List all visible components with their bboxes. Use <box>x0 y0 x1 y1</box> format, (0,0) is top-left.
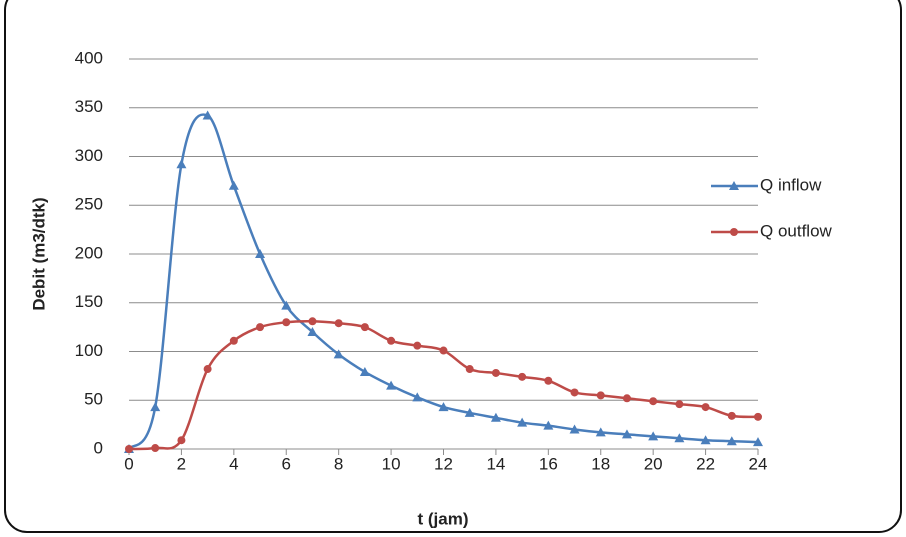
data-point <box>490 412 501 422</box>
y-tick-label: 250 <box>75 195 103 214</box>
y-tick-label: 200 <box>75 243 103 262</box>
data-point <box>203 365 212 374</box>
data-point <box>360 323 369 332</box>
x-tick-label: 8 <box>334 454 343 473</box>
data-point <box>517 417 528 427</box>
data-point <box>570 388 579 397</box>
x-tick-label: 0 <box>124 454 133 473</box>
data-point <box>701 403 710 412</box>
data-point <box>150 402 161 412</box>
y-tick-label: 400 <box>75 48 103 67</box>
data-point <box>151 444 160 453</box>
x-tick-label: 12 <box>434 454 453 473</box>
data-point <box>622 394 631 403</box>
data-point <box>176 159 187 169</box>
y-tick-label: 50 <box>84 390 103 409</box>
x-tick-label: 2 <box>177 454 186 473</box>
data-point <box>229 336 238 345</box>
data-point <box>256 323 265 332</box>
data-point <box>464 407 475 417</box>
data-point <box>675 400 684 409</box>
data-point <box>125 445 133 453</box>
data-point <box>754 412 762 421</box>
data-point <box>465 365 474 374</box>
x-tick-label: 18 <box>591 454 610 473</box>
data-point <box>726 436 737 446</box>
data-point <box>569 424 580 434</box>
legend-label: Q outflow <box>760 221 833 240</box>
y-tick-label: 100 <box>75 341 103 360</box>
x-tick-label: 20 <box>644 454 663 473</box>
data-point <box>727 411 736 420</box>
x-tick-label: 10 <box>382 454 401 473</box>
data-point <box>596 391 605 400</box>
y-tick-label: 0 <box>94 438 103 457</box>
y-tick-label: 350 <box>75 97 103 116</box>
data-point <box>387 336 396 345</box>
data-point <box>753 437 763 447</box>
y-tick-label: 300 <box>75 146 103 165</box>
data-point <box>413 341 422 350</box>
data-point <box>228 180 239 190</box>
data-point <box>412 392 423 402</box>
x-tick-label: 6 <box>282 454 291 473</box>
data-point <box>700 435 711 445</box>
data-point <box>649 397 658 406</box>
data-point <box>281 300 292 310</box>
data-point <box>491 368 500 377</box>
x-tick-label: 14 <box>486 454 505 473</box>
data-point <box>595 427 606 437</box>
legend-label: Q inflow <box>760 175 822 194</box>
legend-marker <box>730 228 738 236</box>
data-point <box>282 318 291 327</box>
data-point <box>177 436 186 445</box>
x-axis-title: t (jam) <box>418 509 469 528</box>
x-tick-label: 4 <box>229 454 238 473</box>
y-tick-label: 150 <box>75 292 103 311</box>
data-point <box>386 380 397 390</box>
data-point <box>439 346 448 355</box>
x-tick-label: 16 <box>539 454 558 473</box>
x-tick-label: 22 <box>696 454 715 473</box>
data-point <box>621 429 632 439</box>
data-point <box>334 319 343 328</box>
data-point <box>543 420 554 430</box>
data-point <box>544 376 553 385</box>
data-point <box>674 433 685 443</box>
chart-border <box>4 0 902 533</box>
data-point <box>308 317 317 326</box>
data-point <box>307 327 318 336</box>
data-point <box>359 366 370 376</box>
data-point <box>202 110 213 120</box>
data-point <box>518 372 527 381</box>
x-tick-label: 24 <box>749 454 768 473</box>
data-point <box>333 349 344 359</box>
data-point <box>438 402 449 412</box>
data-point <box>255 249 266 258</box>
data-point <box>648 431 659 441</box>
legend-marker <box>729 181 739 190</box>
y-axis-title: Debit (m3/dtk) <box>29 197 48 310</box>
